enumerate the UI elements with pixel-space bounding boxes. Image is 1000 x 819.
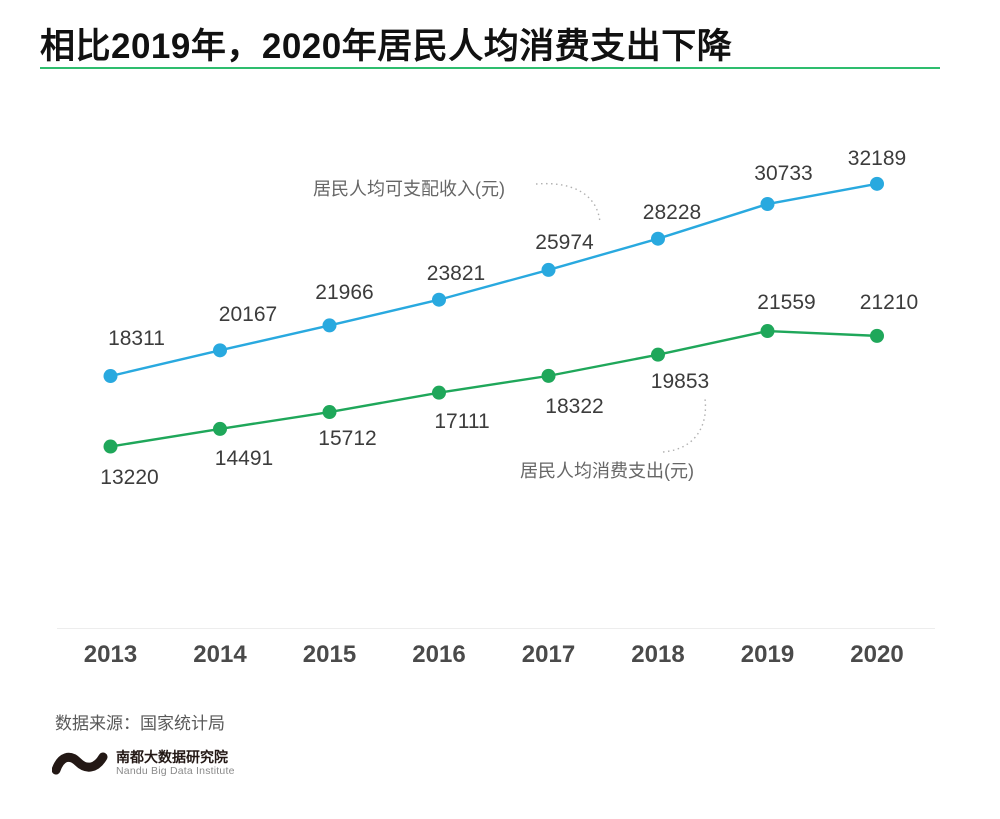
expense-series-label: 居民人均消费支出(元) xyxy=(520,461,694,481)
expense-point xyxy=(870,328,884,343)
expense-line xyxy=(110,329,878,448)
income-point xyxy=(870,176,884,191)
expense-point xyxy=(103,439,118,454)
expense-value-label: 18322 xyxy=(545,394,604,418)
x-axis-line xyxy=(57,628,935,629)
expense-value-label: 19853 xyxy=(650,369,710,393)
expense-point xyxy=(432,385,446,400)
x-axis-label-2020: 2020 xyxy=(850,641,904,668)
expense-leader-dotted-line xyxy=(662,398,707,453)
income-value-label: 20167 xyxy=(218,303,278,327)
expense-value-label: 13220 xyxy=(100,465,159,489)
expense-value-label: 21559 xyxy=(757,291,816,315)
x-axis-label-2019: 2019 xyxy=(740,641,795,668)
x-axis-label-2014: 2014 xyxy=(193,641,247,668)
publisher-logo-text: 南都大数据研究院 Nandu Big Data Institute xyxy=(116,749,235,777)
income-point xyxy=(213,343,227,358)
income-value-label: 18311 xyxy=(108,327,165,351)
income-value-label: 23821 xyxy=(426,261,486,285)
income-value-label: 25974 xyxy=(535,230,594,254)
income-value-label: 30733 xyxy=(754,162,813,185)
page-title: 相比2019年，2020年居民人均消费支出下降 xyxy=(40,27,733,66)
x-axis-label-2016: 2016 xyxy=(412,641,466,668)
expense-value-label: 14491 xyxy=(214,446,274,470)
income-point xyxy=(103,369,118,384)
income-point xyxy=(541,262,556,277)
expense-value-label: 21210 xyxy=(859,290,919,314)
income-value-label: 28228 xyxy=(642,200,702,224)
x-axis-label-2017: 2017 xyxy=(521,641,576,668)
expense-point xyxy=(651,347,665,362)
income-line xyxy=(110,182,878,378)
title-underline xyxy=(40,67,940,69)
expense-value-label: 17111 xyxy=(434,409,490,433)
income-point xyxy=(651,231,665,246)
expense-point xyxy=(322,405,337,420)
data-source: 数据来源：国家统计局 xyxy=(55,714,225,733)
expense-point xyxy=(541,368,556,383)
expense-value-label: 15712 xyxy=(318,427,377,451)
income-point xyxy=(760,197,775,212)
income-point xyxy=(322,318,337,333)
income-value-label: 32189 xyxy=(847,146,907,170)
income-series-label: 居民人均可支配收入(元) xyxy=(313,179,505,199)
x-axis-label-2015: 2015 xyxy=(302,641,357,668)
income-leader-dotted-line xyxy=(535,182,601,224)
nandu-wave-logo-icon xyxy=(52,752,108,775)
income-value-label: 21966 xyxy=(315,281,374,305)
expense-point xyxy=(760,324,775,339)
publisher-name-cn: 南都大数据研究院 xyxy=(116,748,228,765)
income-point xyxy=(432,292,446,307)
publisher-logo: 南都大数据研究院 Nandu Big Data Institute xyxy=(52,748,235,778)
expense-point xyxy=(213,421,227,436)
publisher-name-en: Nandu Big Data Institute xyxy=(116,765,235,778)
x-axis-label-2013: 2013 xyxy=(83,641,138,668)
x-axis-label-2018: 2018 xyxy=(631,641,685,668)
